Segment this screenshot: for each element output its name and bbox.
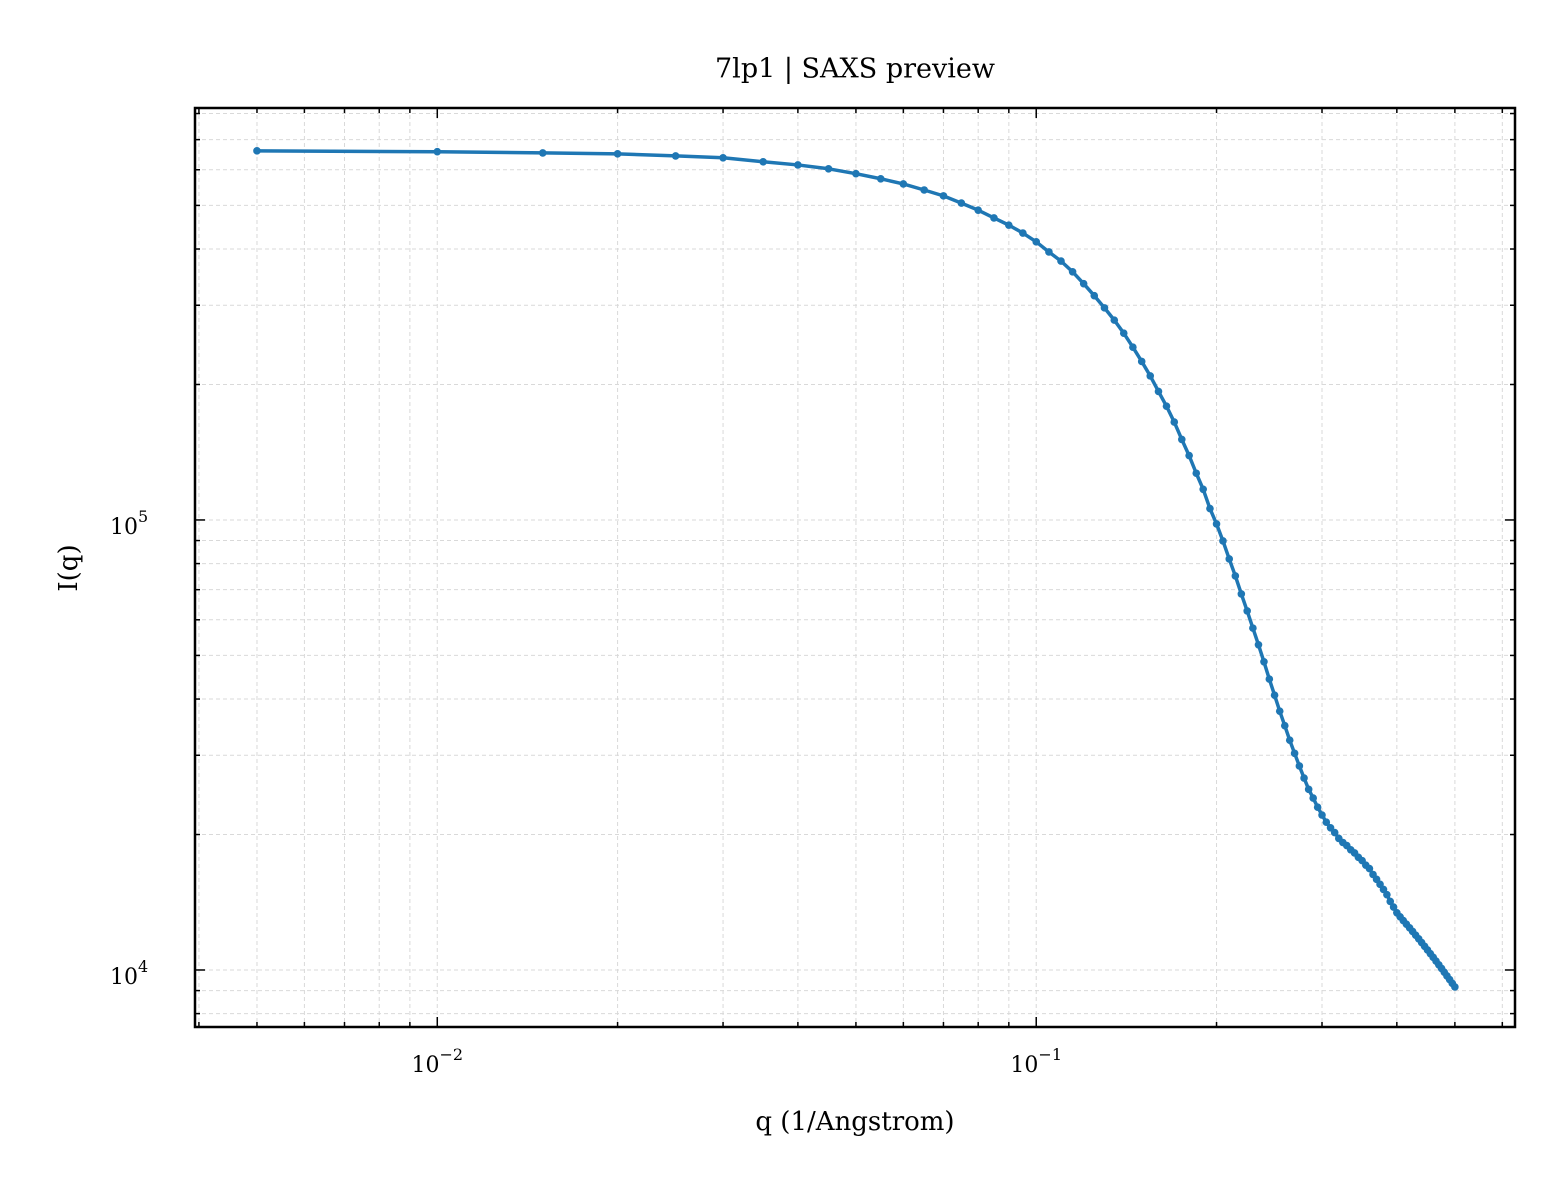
data-point [1280, 721, 1289, 730]
data-point [1231, 572, 1240, 580]
data-point [1032, 238, 1041, 246]
data-point [1365, 864, 1374, 873]
data-point [1225, 555, 1234, 563]
data-point [1451, 983, 1459, 991]
data-point [433, 147, 442, 156]
data-point [1178, 435, 1186, 444]
data-point [1309, 794, 1317, 802]
data-point [1237, 590, 1246, 598]
data-point [719, 153, 727, 162]
data-point [1330, 828, 1339, 837]
data-point [1254, 640, 1263, 649]
data-point [671, 152, 680, 160]
data-point [1119, 329, 1128, 338]
data-point [1260, 657, 1268, 666]
data-point [1199, 485, 1207, 494]
data-point [1318, 811, 1326, 819]
data-point [876, 174, 885, 183]
data-point [1019, 229, 1027, 237]
data-point [1129, 343, 1137, 352]
data-point [1300, 774, 1308, 782]
data-point [1146, 372, 1155, 380]
data-point [1313, 803, 1322, 812]
data-point [920, 186, 928, 194]
data-point [1212, 520, 1221, 528]
data-point [1290, 749, 1299, 758]
data-point [613, 150, 622, 158]
data-point [1270, 691, 1279, 699]
data-point [1265, 675, 1274, 683]
data-point [1154, 387, 1163, 396]
data-point [939, 192, 948, 200]
data-point [1249, 624, 1257, 632]
data-point [538, 149, 547, 157]
data-point [759, 157, 767, 166]
data-point [1110, 316, 1119, 324]
data-point [1383, 890, 1391, 899]
x-tick-label: 10−2 [411, 1045, 463, 1078]
data-point [1285, 736, 1294, 745]
data-point [824, 164, 833, 173]
data-point [1137, 357, 1146, 366]
x-tick-label: 10−1 [1010, 1045, 1062, 1078]
data-point [957, 199, 966, 207]
data-point [1389, 903, 1398, 911]
data-point [794, 161, 802, 169]
data-point [1206, 504, 1214, 513]
data-point [1192, 469, 1201, 478]
data-point [1079, 279, 1088, 288]
data-point [990, 214, 998, 222]
data-point [1090, 291, 1099, 300]
data-point [1185, 451, 1193, 460]
data-point [852, 169, 860, 178]
x-axis-label: q (1/Angstrom) [755, 1107, 954, 1137]
data-point [1219, 537, 1227, 545]
plot-frame [193, 106, 1517, 1029]
data-point [1243, 607, 1251, 615]
data-point [974, 206, 982, 214]
data-point [1162, 402, 1171, 410]
y-tick-label: 104 [110, 957, 148, 990]
data-point [1322, 818, 1331, 827]
data-point [1275, 707, 1284, 715]
data-point [1386, 897, 1395, 906]
data-point [1057, 257, 1065, 265]
data-point [1295, 762, 1304, 770]
data-point [1100, 304, 1109, 312]
data-point [1170, 418, 1179, 426]
data-point [899, 180, 908, 188]
data-point [1045, 248, 1053, 256]
data-point [1304, 785, 1313, 794]
y-tick-label: 105 [110, 507, 148, 540]
data-point [1068, 267, 1077, 276]
data-point [1005, 221, 1013, 229]
chart-title: 7lp1 | SAXS preview [715, 54, 995, 85]
y-axis-label: I(q) [54, 544, 84, 591]
data-point [253, 147, 261, 155]
